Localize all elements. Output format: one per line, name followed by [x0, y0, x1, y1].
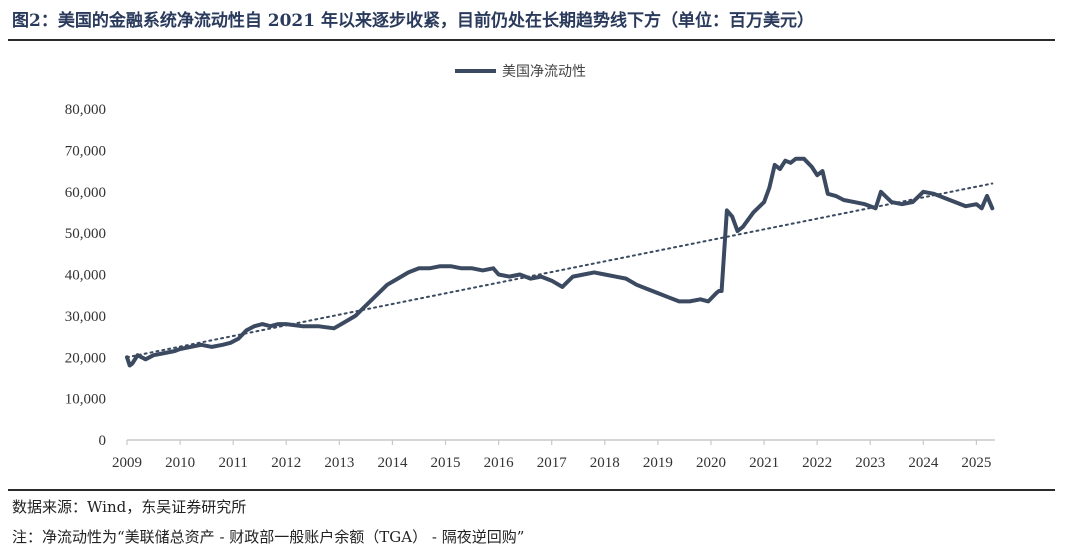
- y-tick-label: 0: [99, 433, 107, 449]
- figure-title: 图2：美国的金融系统净流动性自 2021 年以来逐步收紧，目前仍处在长期趋势线下…: [12, 11, 814, 31]
- x-tick-label: 2012: [271, 455, 301, 471]
- x-tick-label: 2025: [961, 455, 991, 471]
- x-tick-label: 2021: [749, 455, 779, 471]
- trend-path: [126, 182, 994, 359]
- x-tick-label: 2020: [696, 455, 726, 471]
- x-tick-label: 2010: [165, 455, 195, 471]
- legend-label: 美国净流动性: [502, 64, 586, 80]
- x-tick-label: 2016: [484, 455, 515, 471]
- x-axis: 2009 2010 2011 2012 2013 2014 2015 2016 2017 2018…: [112, 439, 995, 471]
- y-tick-label: 60,000: [65, 185, 106, 201]
- footnote: 注：净流动性为“美联储总资产 - 财政部一般账户余额（TGA） - 隔夜逆回购”: [12, 528, 525, 546]
- x-tick-label: 2019: [643, 455, 673, 471]
- x-tick-label: 2023: [855, 455, 885, 471]
- x-tick-label: 2015: [431, 455, 461, 471]
- top-rule: [8, 39, 1055, 41]
- y-tick-label: 80,000: [65, 102, 106, 118]
- series-line: [125, 156, 995, 368]
- chart: 美国净流动性 0 10,000 20,000 30,000 40,000 50,000 60…: [65, 64, 995, 471]
- data-source: 数据来源：Wind，东吴证券研究所: [12, 498, 247, 516]
- x-tick-label: 2013: [324, 455, 354, 471]
- y-tick-label: 10,000: [65, 392, 106, 408]
- y-tick-label: 40,000: [65, 268, 106, 284]
- bottom-rule: [8, 489, 1055, 491]
- x-tick-label: 2009: [112, 455, 142, 471]
- legend: 美国净流动性: [455, 64, 586, 80]
- x-tick-label: 2014: [377, 455, 408, 471]
- y-axis: 0 10,000 20,000 30,000 40,000 50,000 60,000 70,…: [65, 102, 106, 449]
- x-tick-label: 2022: [802, 455, 832, 471]
- trend-line: [126, 182, 994, 359]
- y-tick-label: 70,000: [65, 143, 106, 159]
- y-tick-label: 30,000: [65, 309, 106, 325]
- y-tick-label: 20,000: [65, 350, 106, 366]
- series-path: [125, 156, 995, 368]
- x-tick-label: 2011: [218, 455, 247, 471]
- x-tick-label: 2024: [908, 455, 939, 471]
- x-tick-label: 2017: [537, 455, 568, 471]
- x-tick-label: 2018: [590, 455, 620, 471]
- y-tick-label: 50,000: [65, 226, 106, 242]
